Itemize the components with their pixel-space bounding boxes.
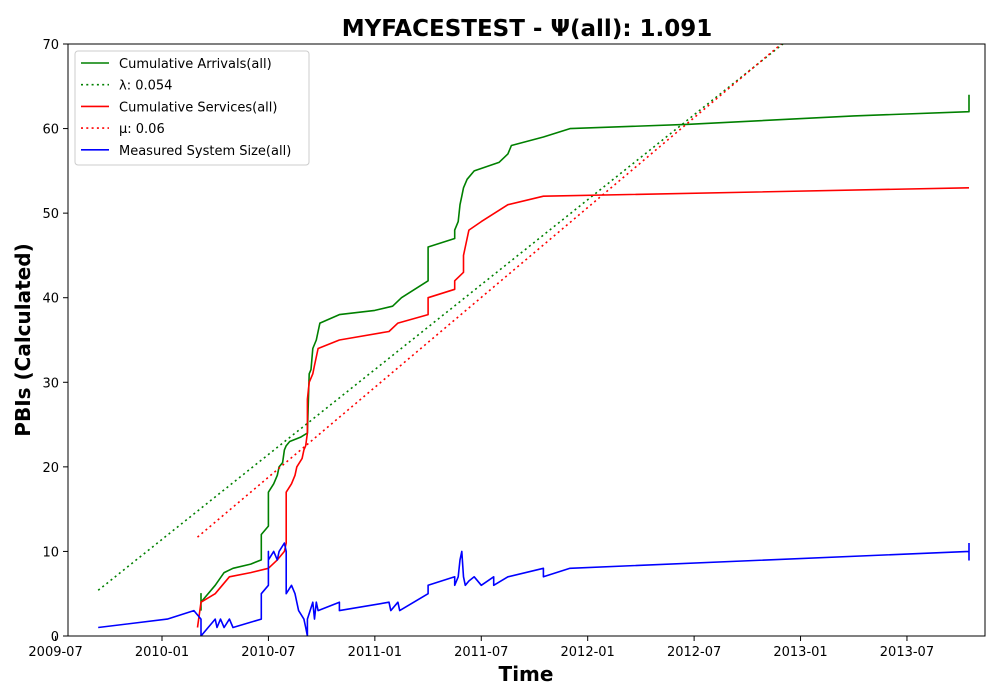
series-line-0 (200, 94, 970, 611)
legend-entry-label: Measured System Size(all) (119, 144, 291, 159)
y-tick-label: 70 (42, 38, 59, 53)
x-tick-label: 2009-07 (28, 645, 82, 660)
legend-entry-label: λ: 0.054 (119, 79, 172, 94)
x-tick-label: 2010-01 (135, 645, 189, 660)
x-tick-label: 2013-01 (773, 645, 827, 660)
legend: Cumulative Arrivals(all) λ: 0.054 Cumulati… (74, 50, 310, 166)
y-axis-label: PBIs (Calculated) (11, 243, 35, 436)
y-tick-label: 60 (42, 123, 59, 138)
legend-box (74, 50, 310, 166)
plot-area (67, 43, 986, 637)
y-tick-label: 40 (42, 292, 59, 307)
x-tick-label: 2010-07 (241, 645, 295, 660)
y-tick-label: 50 (42, 207, 59, 222)
y-axis: 0 10 20 30 40 50 60 70 (42, 38, 68, 645)
x-tick-label: 2011-01 (348, 645, 402, 660)
series-line-3 (196, 44, 783, 538)
x-tick-label: 2012-07 (667, 645, 721, 660)
legend-entry-label: μ: 0.06 (119, 122, 165, 137)
x-tick-label: 2011-07 (454, 645, 508, 660)
legend-entry-label: Cumulative Arrivals(all) (119, 57, 272, 72)
x-tick-label: 2013-07 (880, 645, 934, 660)
x-tick-label: 2012-01 (561, 645, 615, 660)
y-tick-label: 0 (51, 630, 59, 645)
x-axis-label: Time (499, 662, 554, 686)
series-line-2 (196, 187, 970, 628)
series-line-1 (97, 44, 785, 591)
y-tick-label: 10 (42, 545, 59, 560)
x-axis: 2009-07 2010-01 2010-07 2011-01 2011-07 2012-… (28, 636, 934, 660)
plot-frame (67, 43, 986, 637)
chart-title: MYFACESTEST - Ψ(all): 1.091 (342, 16, 713, 42)
y-tick-label: 20 (42, 461, 59, 476)
series-line-4 (98, 542, 970, 636)
series-group (97, 44, 970, 636)
y-tick-label: 30 (42, 376, 59, 391)
legend-entry-label: Cumulative Services(all) (119, 100, 277, 115)
